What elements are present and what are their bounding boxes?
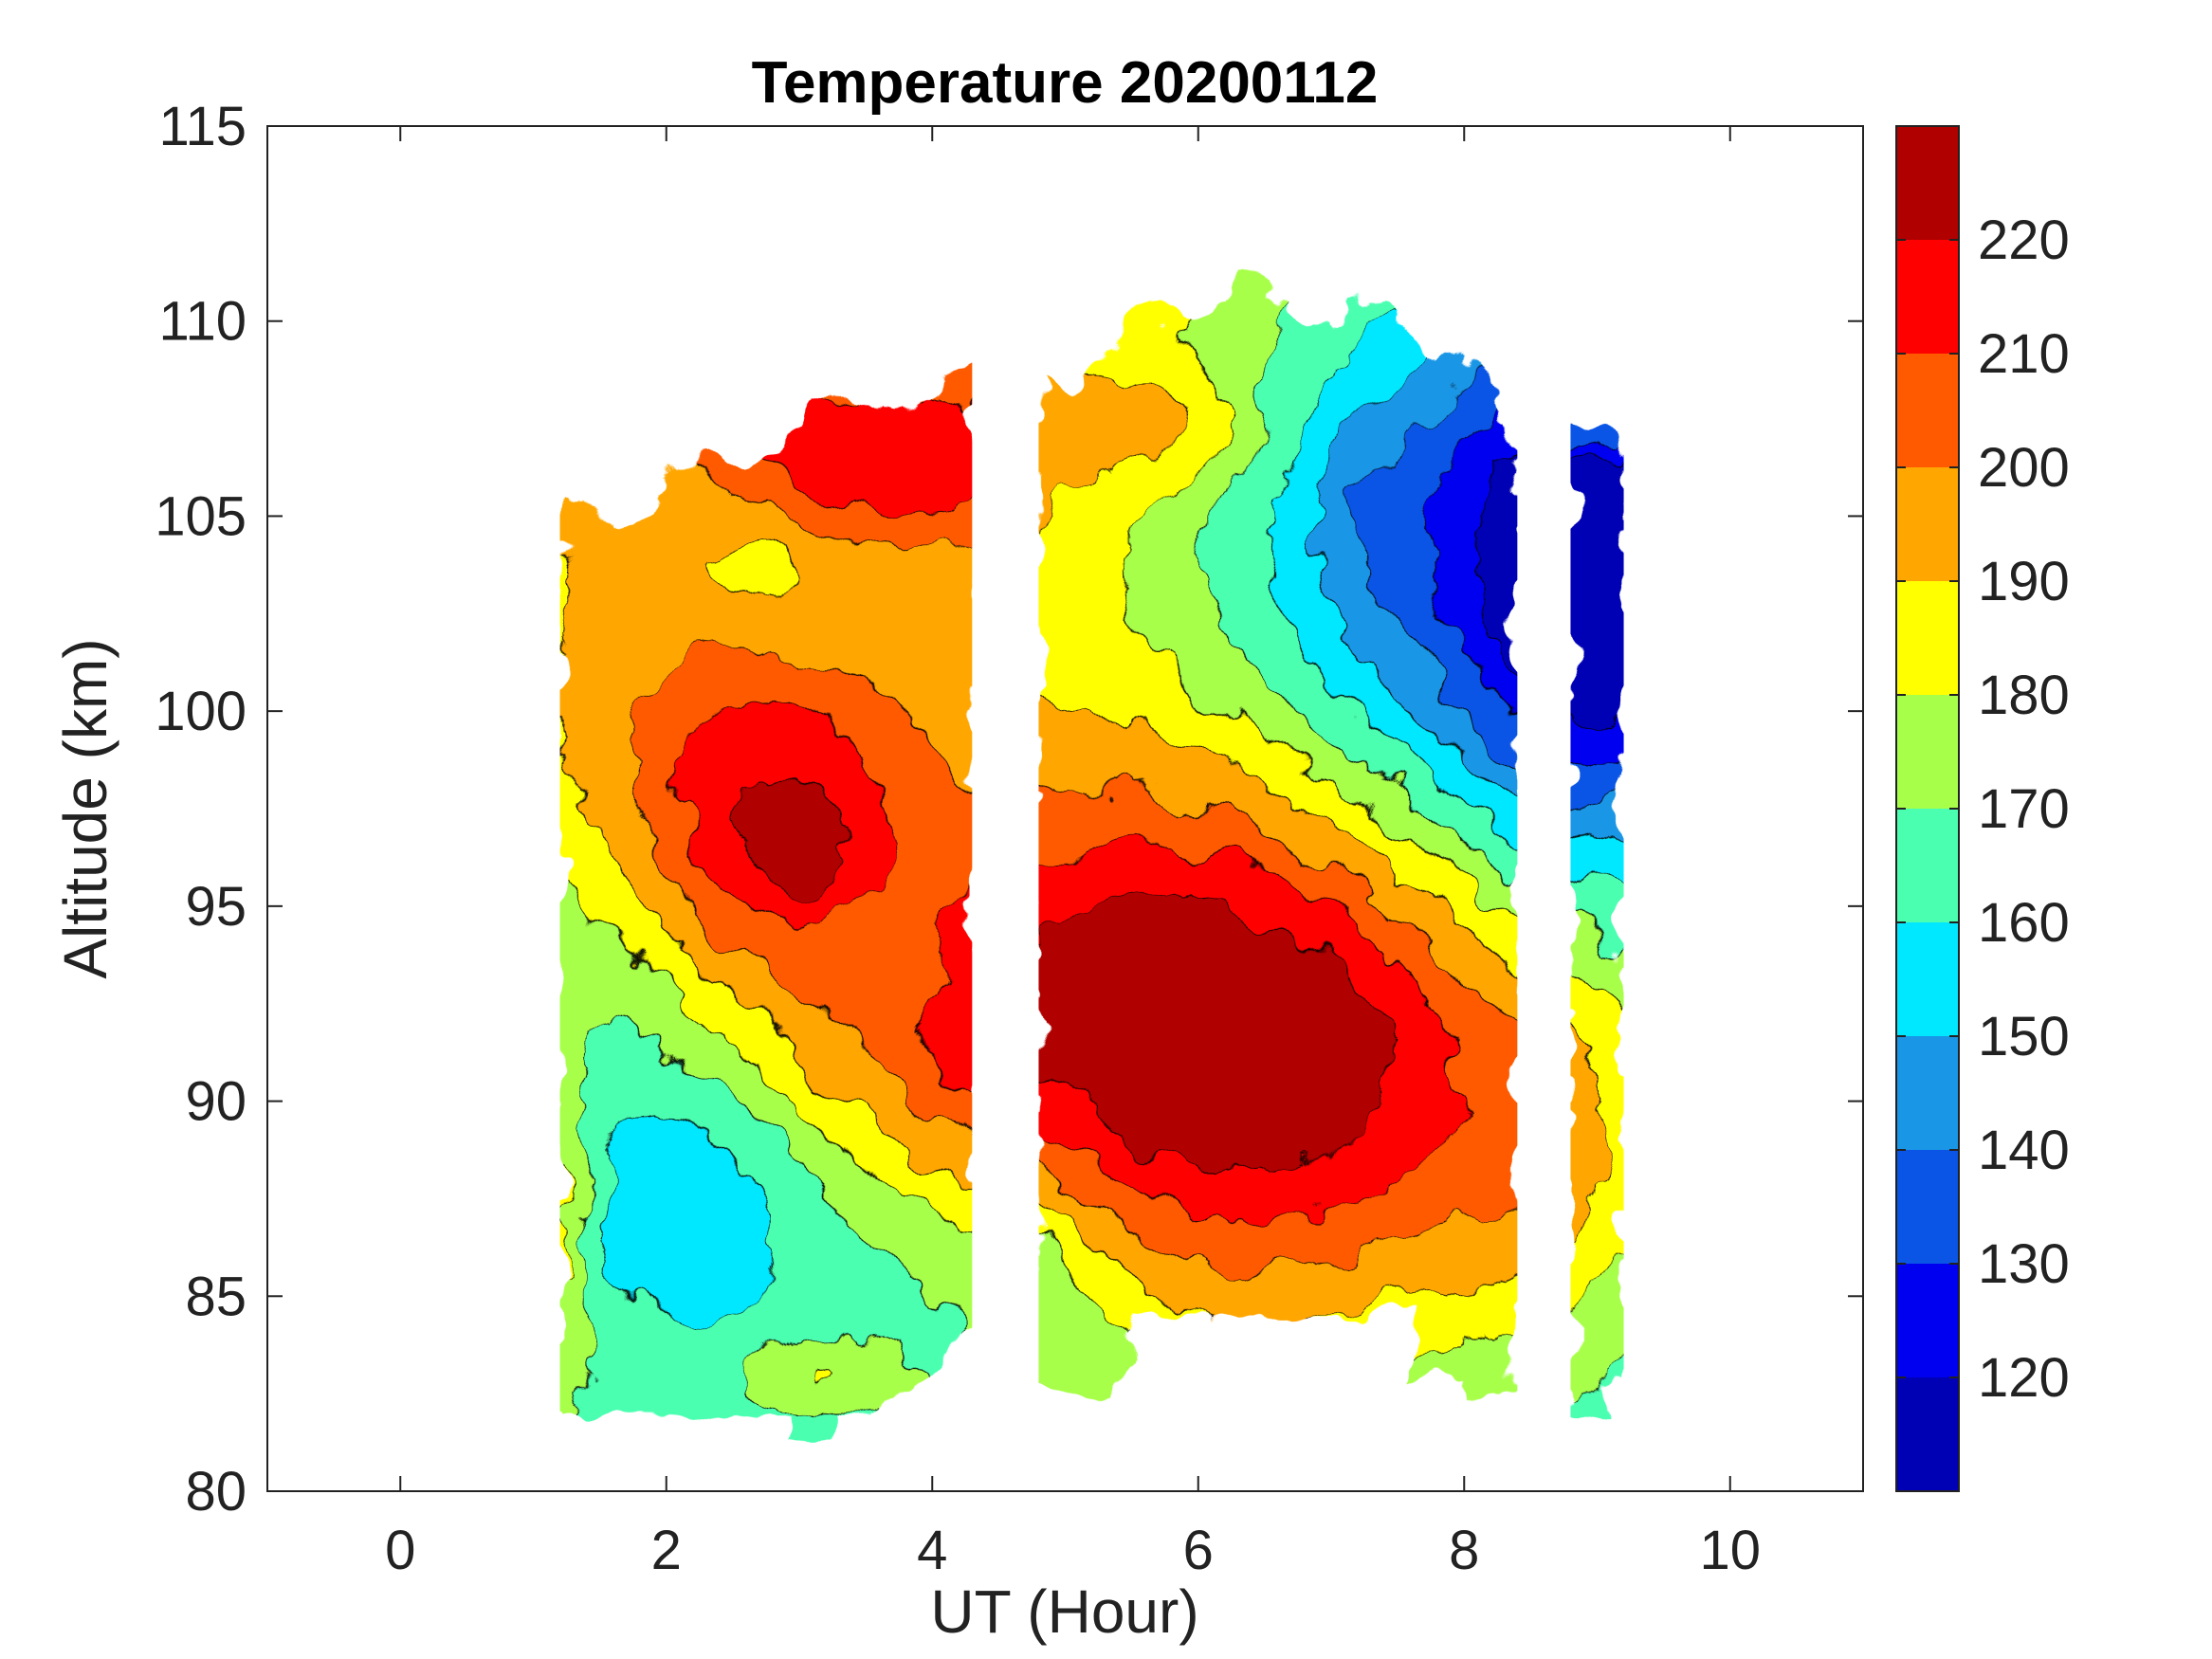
colorbar-tick-label: 130 (1978, 1233, 2070, 1295)
colorbar-tick-label: 160 (1978, 892, 2070, 954)
y-tick-label: 100 (155, 681, 247, 742)
x-axis-label: UT (Hour) (930, 1577, 1198, 1646)
colorbar-segment (1896, 581, 1959, 695)
y-tick-label: 85 (185, 1266, 247, 1327)
y-tick-label: 95 (185, 876, 247, 938)
data-gap (267, 126, 560, 1491)
colorbar: 120 130 140 150 160 170 180 190 200 210 220 (1895, 125, 2070, 1492)
x-tick-label: 10 (1699, 1520, 1761, 1581)
x-tick-label: 8 (1449, 1520, 1479, 1581)
plot-frame (266, 125, 1864, 1492)
y-tick-label: 105 (155, 485, 247, 547)
data-gap (1623, 126, 1863, 1491)
colorbar-tick-label: 180 (1978, 665, 2070, 726)
colorbar-segment (1896, 1036, 1959, 1150)
colorbar-segment (1896, 240, 1959, 354)
y-tick-label: 80 (185, 1461, 247, 1522)
y-tick-label: 90 (185, 1071, 247, 1133)
data-gap (1517, 126, 1571, 1491)
y-tick-label: 115 (159, 96, 247, 157)
colorbar-segment (1896, 354, 1959, 467)
colorbar-tick-label: 220 (1978, 210, 2070, 271)
axes: 0 2 4 6 8 10 80 85 90 95 100 105 110 115 (155, 96, 1863, 1581)
x-tick-label: 2 (651, 1520, 682, 1581)
y-tick-label: 110 (159, 291, 247, 353)
data-gap (972, 126, 1039, 1491)
x-tick-label: 0 (385, 1520, 415, 1581)
x-tick-label: 6 (1183, 1520, 1214, 1581)
colorbar-tick-label: 190 (1978, 551, 2070, 612)
chart-title: Temperature 20200112 (752, 50, 1379, 116)
colorbar-tick-label: 140 (1978, 1120, 2070, 1181)
colorbar-segment (1896, 922, 1959, 1036)
contour-field (267, 126, 1863, 1491)
colorbar-tick-label: 170 (1978, 778, 2070, 840)
colorbar-tick-label: 210 (1978, 323, 2070, 385)
colorbar-segment (1896, 695, 1959, 809)
colorbar-tick-label: 150 (1978, 1006, 2070, 1067)
colorbar-segment (1896, 467, 1959, 581)
x-tick-label: 4 (917, 1520, 947, 1581)
colorbar-segment (1896, 1377, 1959, 1491)
y-axis-label: Altitude (km) (51, 638, 119, 978)
colorbar-segment (1896, 809, 1959, 922)
colorbar-tick-label: 120 (1978, 1347, 2070, 1409)
colorbar-segment (1896, 126, 1959, 240)
colorbar-segment (1896, 1150, 1959, 1264)
colorbar-tick-label: 200 (1978, 437, 2070, 499)
colorbar-segment (1896, 1264, 1959, 1377)
